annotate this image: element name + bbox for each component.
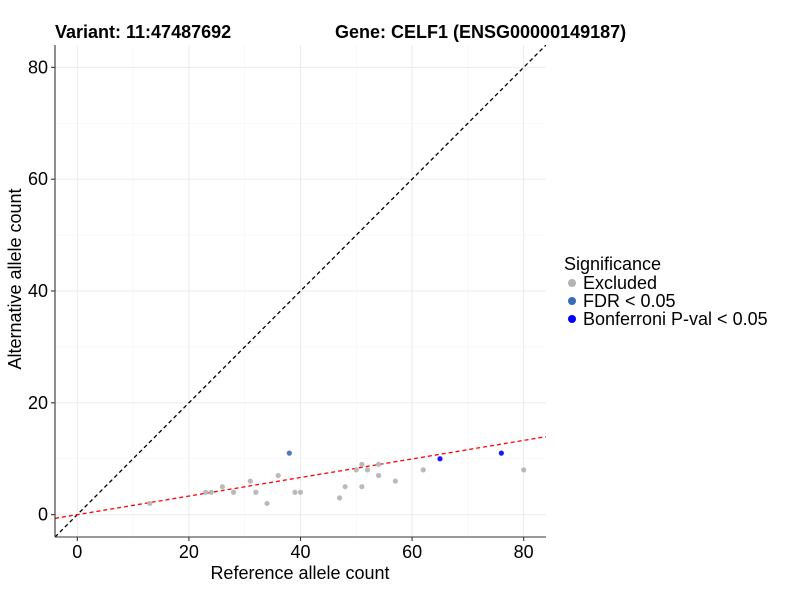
- chart-subtitle: Gene: CELF1 (ENSG00000149187): [335, 22, 626, 42]
- x-axis-title: Reference allele count: [210, 563, 389, 583]
- y-tick-label: 60: [28, 169, 48, 189]
- y-axis-title: Alternative allele count: [5, 188, 25, 369]
- data-point: [392, 478, 398, 484]
- data-point: [521, 467, 527, 473]
- x-tick-label: 80: [514, 542, 534, 562]
- data-point: [353, 467, 359, 473]
- y-tick-label: 40: [28, 281, 48, 301]
- chart-title: Variant: 11:47487692: [55, 22, 231, 42]
- data-point: [359, 461, 365, 467]
- data-point: [376, 461, 382, 467]
- tick-labels: 0 20 40 60 80 0 20 40 60 80: [28, 57, 534, 562]
- data-point: [147, 500, 153, 507]
- x-tick-label: 60: [402, 542, 422, 562]
- data-point: [292, 489, 298, 495]
- legend-label: Excluded: [583, 273, 657, 293]
- data-point: [219, 484, 225, 490]
- axes: [51, 45, 546, 541]
- data-point: [297, 489, 304, 495]
- x-tick-label: 40: [290, 542, 310, 562]
- legend-label: FDR < 0.05: [583, 291, 676, 311]
- x-tick-label: 0: [72, 542, 82, 562]
- data-point: [275, 472, 281, 479]
- legend-key: [568, 315, 576, 323]
- legend-key: [568, 297, 576, 305]
- data-point: [203, 489, 209, 495]
- reference-line-identity: [55, 45, 546, 537]
- data-point: [376, 472, 382, 479]
- x-tick-label: 20: [179, 542, 199, 562]
- reference-line-fit: [55, 436, 546, 519]
- data-point: [208, 489, 214, 495]
- y-tick-label: 80: [28, 57, 48, 77]
- legend-title: Significance: [564, 254, 661, 274]
- data-point: [420, 467, 426, 473]
- data-point: [437, 456, 443, 462]
- legend-key: [568, 279, 576, 287]
- data-point: [342, 484, 348, 490]
- data-point: [359, 484, 365, 490]
- data-points: [147, 450, 527, 507]
- y-tick-label: 0: [38, 505, 48, 525]
- data-point: [247, 478, 253, 484]
- data-point: [253, 489, 259, 495]
- data-point: [286, 450, 292, 456]
- data-point: [498, 450, 504, 456]
- reference-lines: [55, 45, 546, 537]
- data-point: [264, 500, 270, 507]
- data-point: [230, 489, 237, 495]
- y-tick-label: 20: [28, 393, 48, 413]
- legend-label: Bonferroni P-val < 0.05: [583, 309, 768, 329]
- grid: [55, 45, 546, 537]
- data-point: [364, 467, 371, 473]
- data-point: [336, 495, 343, 501]
